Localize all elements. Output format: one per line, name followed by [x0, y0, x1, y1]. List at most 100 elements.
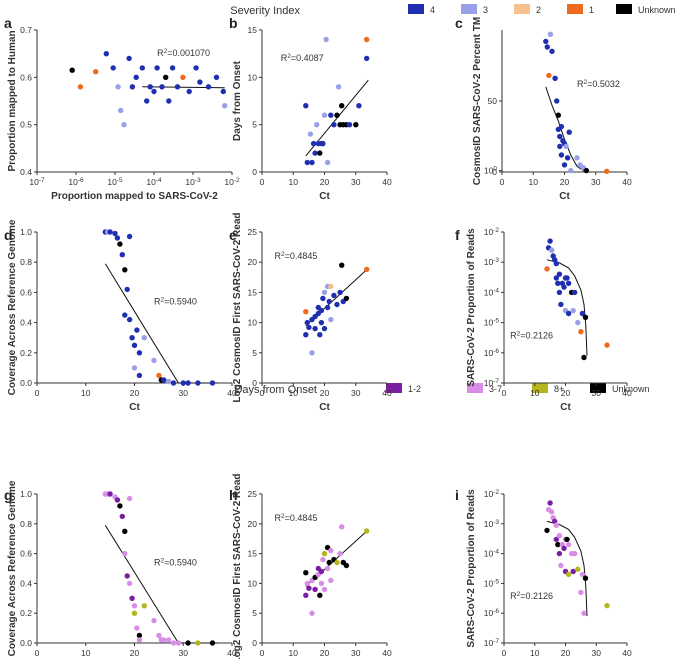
- data-point: [556, 533, 563, 539]
- data-point: [309, 610, 315, 616]
- data-point: [328, 577, 334, 584]
- data-point: [582, 314, 589, 320]
- data-point: [572, 289, 578, 296]
- legend-swatch: [532, 383, 548, 393]
- data-point: [156, 632, 162, 639]
- r2-annotation: R2=0.4845: [275, 251, 318, 262]
- data-point: [114, 497, 121, 503]
- data-point: [186, 88, 192, 95]
- data-point: [303, 332, 309, 338]
- data-point: [318, 568, 325, 575]
- data-point: [558, 152, 565, 158]
- data-point: [339, 262, 345, 268]
- data-point: [139, 65, 145, 71]
- panel-h: h0102030400510152025CtLog2 CosmosID Firs…: [229, 473, 392, 659]
- data-point: [568, 167, 574, 174]
- panel-letter: c: [455, 15, 463, 31]
- legend-title: Severity Index: [230, 5, 300, 17]
- y-tick-label: 0.6: [20, 549, 32, 559]
- data-point: [555, 280, 561, 286]
- data-point: [553, 536, 559, 543]
- legend-swatch: [408, 4, 424, 14]
- data-point: [312, 150, 318, 156]
- data-point: [337, 289, 343, 296]
- data-point: [136, 350, 143, 356]
- data-point: [141, 603, 147, 609]
- data-point: [572, 550, 578, 557]
- data-point: [314, 122, 320, 128]
- data-point: [549, 509, 555, 515]
- data-point: [364, 55, 370, 62]
- legend-swatch: [461, 4, 477, 14]
- data-point: [552, 75, 558, 82]
- y-tick-label: 10-3: [484, 257, 500, 268]
- data-point: [335, 84, 342, 90]
- r2-annotation: R2=0.2126: [510, 590, 553, 601]
- data-point: [328, 316, 334, 323]
- y-axis-label: SARS-CoV-2 Proportion of Reads: [466, 489, 477, 648]
- x-tick-label: 0: [260, 177, 265, 187]
- panel-letter: g: [4, 487, 13, 503]
- y-tick-label: 0.6: [20, 287, 32, 297]
- y-tick-label: 5: [252, 608, 257, 618]
- y-tick-label: 10-2: [484, 227, 500, 238]
- legend-label: Unknown: [612, 384, 650, 394]
- x-tick-label: 30: [351, 648, 361, 658]
- data-point: [582, 575, 589, 581]
- y-tick-label: 0.0: [20, 638, 32, 648]
- data-point: [169, 65, 176, 71]
- x-tick-label: 30: [591, 177, 601, 187]
- data-point: [309, 350, 315, 356]
- r2-annotation: R2=0.5940: [154, 296, 197, 307]
- x-tick-label: 20: [561, 388, 571, 398]
- data-point: [556, 289, 563, 296]
- data-point: [578, 329, 584, 335]
- data-point: [339, 524, 345, 530]
- legend-swatch: [567, 4, 583, 14]
- legend-label: 4: [430, 5, 435, 15]
- y-tick-label: 10-5: [484, 317, 500, 328]
- data-point: [334, 112, 340, 118]
- data-point: [566, 129, 572, 135]
- x-tick-label: 10: [289, 648, 299, 658]
- data-point: [323, 36, 329, 43]
- data-point: [561, 545, 567, 552]
- data-point: [119, 513, 126, 520]
- data-point: [544, 266, 550, 272]
- data-point: [318, 319, 325, 326]
- data-point: [317, 332, 323, 338]
- y-tick-label: 25: [248, 227, 258, 237]
- data-point: [193, 65, 199, 71]
- x-axis-label: Ct: [559, 191, 570, 202]
- y-tick-label: 10-6: [484, 347, 500, 358]
- data-point: [165, 637, 172, 643]
- data-point: [575, 566, 581, 572]
- data-point: [558, 123, 565, 130]
- data-point: [114, 235, 121, 241]
- y-tick-label: 0: [252, 167, 257, 177]
- data-point: [337, 550, 343, 557]
- data-point: [306, 324, 312, 331]
- data-point: [318, 307, 325, 314]
- data-point: [117, 503, 123, 509]
- data-point: [346, 122, 353, 128]
- data-point: [131, 342, 138, 348]
- data-point: [304, 159, 310, 166]
- x-axis-label: Ct: [129, 402, 140, 413]
- data-point: [126, 316, 133, 323]
- x-tick-label: 20: [320, 648, 330, 658]
- fit-line: [104, 263, 218, 384]
- data-point: [107, 491, 113, 497]
- panel-letter: b: [229, 15, 238, 31]
- data-point: [328, 547, 334, 554]
- data-point: [175, 640, 182, 646]
- data-point: [574, 155, 580, 161]
- panel-letter: h: [229, 487, 238, 503]
- data-point: [136, 372, 143, 379]
- y-tick-label: 15: [248, 25, 258, 35]
- data-point: [581, 354, 587, 361]
- data-point: [339, 103, 345, 109]
- y-tick-label: 50: [488, 96, 498, 106]
- y-axis-label: Coverage Across Reference Genome: [7, 480, 18, 656]
- data-point: [364, 36, 370, 43]
